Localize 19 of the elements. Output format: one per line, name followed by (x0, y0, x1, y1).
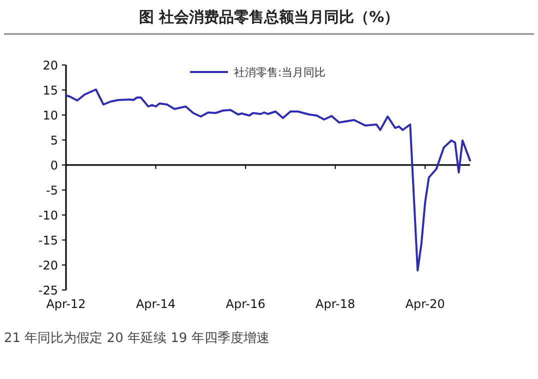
y-tick-label: 15 (42, 84, 58, 98)
y-tick-label: -15 (38, 234, 58, 248)
y-tick-label: -5 (46, 184, 58, 198)
legend-label: 社消零售:当月同比 (234, 66, 326, 79)
line-series (65, 88, 471, 272)
y-tick-label: 0 (50, 158, 58, 172)
text: 21 年同比为假定 20 年延续 19 年四季度增速 (4, 330, 270, 346)
y-tick-label: -10 (38, 208, 58, 222)
x-tick-label: Apr-20 (405, 297, 445, 311)
chart-title: 图 社会消费品零售总额当月同比（%） (138, 8, 400, 26)
x-tick-label: Apr-12 (46, 297, 86, 311)
x-tick-label: Apr-18 (316, 297, 356, 311)
y-tick-label: 10 (42, 108, 58, 122)
x-tick-label: Apr-14 (136, 297, 176, 311)
y-tick-label: -20 (38, 258, 58, 272)
x-tick-label: Apr-16 (226, 297, 266, 311)
y-tick-label: 20 (42, 58, 58, 72)
y-tick-label: 5 (50, 134, 58, 148)
y-tick-label: -25 (38, 284, 58, 298)
